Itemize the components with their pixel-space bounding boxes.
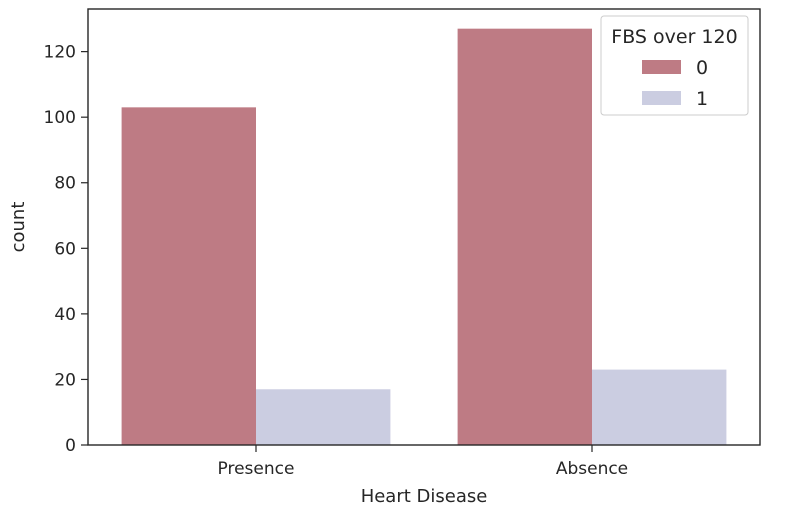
legend-label-0: 0 [696, 57, 708, 79]
bar-absence-series-0 [457, 28, 592, 446]
y-tick-label: 80 [54, 174, 76, 194]
y-tick-label: 40 [54, 305, 76, 325]
bar-presence-series-1 [256, 389, 391, 445]
y-tick-label: 100 [44, 108, 76, 128]
y-tick-label: 0 [65, 436, 76, 456]
y-tick-label: 20 [54, 370, 76, 390]
y-axis-label: count [8, 202, 29, 253]
y-axis: 0 20 40 60 80 100 120 [44, 43, 88, 456]
legend-swatch-0 [642, 60, 681, 74]
legend: FBS over 120 0 1 [600, 15, 749, 116]
bars-group [121, 28, 727, 446]
legend-label-1: 1 [696, 88, 708, 110]
x-axis-label: Heart Disease [361, 486, 488, 507]
legend-swatch-1 [642, 91, 681, 105]
bar-absence-series-1 [592, 369, 727, 445]
plot-frame [87, 8, 761, 446]
y-tick-label: 60 [54, 239, 76, 259]
bar-presence-series-0 [121, 107, 256, 446]
x-axis: Presence Absence [218, 445, 628, 479]
x-tick-label: Absence [556, 459, 628, 479]
legend-title: FBS over 120 [611, 26, 737, 48]
y-tick-label: 120 [44, 43, 76, 63]
x-tick-label: Presence [218, 459, 295, 479]
